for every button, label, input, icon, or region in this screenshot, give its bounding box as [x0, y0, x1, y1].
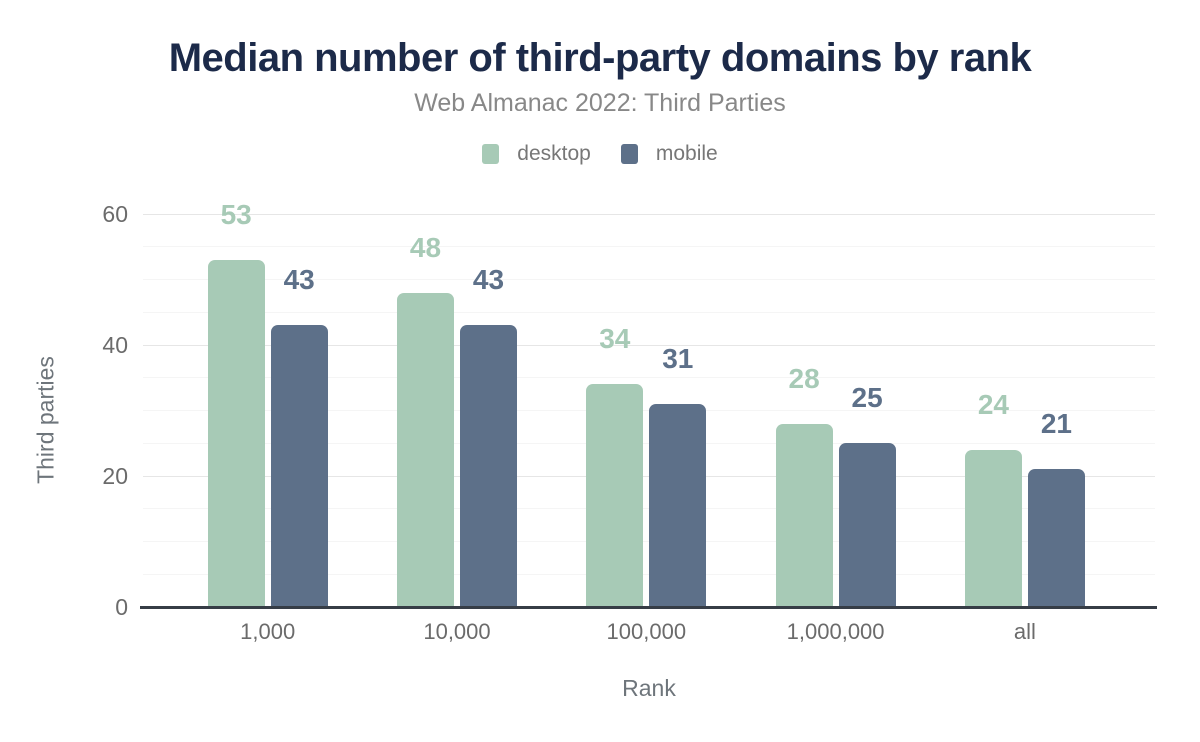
- value-label-mobile-100000: 31: [662, 342, 694, 374]
- x-tick-100000: 100,000: [606, 619, 687, 644]
- gridline-30: [143, 410, 1155, 411]
- x-axis-title: Rank: [622, 675, 676, 701]
- gridline-15: [143, 508, 1155, 510]
- chart-title: Median number of third-party domains by …: [168, 36, 1032, 80]
- bar-desktop-1000[interactable]: [207, 259, 265, 607]
- value-label-mobile-all: 21: [1040, 408, 1072, 440]
- legend-item-mobile: mobile: [620, 142, 718, 165]
- bar-desktop-1000000[interactable]: [775, 423, 833, 607]
- value-label-mobile-1000: 43: [283, 264, 315, 296]
- gridline-35: [143, 377, 1155, 379]
- legend-swatch-desktop: [482, 144, 500, 164]
- legend: desktop mobile: [0, 143, 1200, 165]
- value-label-mobile-1000000: 25: [851, 382, 883, 414]
- legend-label-mobile: mobile: [655, 142, 718, 165]
- legend-label-desktop: desktop: [517, 142, 591, 165]
- gridline-60: [143, 213, 1155, 215]
- x-axis-line: [140, 605, 1157, 609]
- bar-desktop-10000[interactable]: [397, 292, 454, 607]
- bar-mobile-all[interactable]: [1027, 469, 1085, 607]
- gridline-55: [143, 246, 1155, 248]
- x-tick-all: all: [1013, 619, 1036, 644]
- chart-subtitle: Web Almanac 2022: Third Parties: [414, 89, 786, 117]
- x-tick-1000000: 1,000,000: [786, 619, 885, 644]
- gridline-5: [143, 573, 1155, 575]
- y-tick-60: 60: [102, 201, 128, 227]
- y-tick-0: 0: [115, 594, 128, 620]
- plot-area: 53 43 48 43 34 31 28 25 24 21: [140, 182, 1157, 609]
- legend-item-desktop: desktop: [482, 143, 591, 165]
- x-tick-1000: 1,000: [240, 619, 296, 644]
- value-label-desktop-all: 24: [977, 388, 1009, 420]
- y-tick-20: 20: [102, 463, 128, 489]
- gridline-25: [143, 442, 1155, 444]
- value-label-desktop-1000000: 28: [788, 362, 820, 394]
- gridline-10: [143, 541, 1155, 542]
- gridline-40: [143, 344, 1155, 346]
- bar-desktop-100000[interactable]: [586, 384, 644, 607]
- value-label-mobile-10000: 43: [472, 264, 505, 296]
- bar-mobile-1000000[interactable]: [838, 443, 896, 607]
- gridline-45: [143, 311, 1155, 313]
- legend-swatch-mobile: [620, 144, 638, 164]
- y-tick-40: 40: [102, 332, 128, 358]
- gridline-20: [143, 475, 1155, 477]
- y-axis-title: Third parties: [32, 356, 59, 484]
- bar-mobile-10000[interactable]: [460, 325, 517, 607]
- value-label-desktop-100000: 34: [599, 323, 631, 355]
- bar-mobile-1000[interactable]: [270, 325, 328, 607]
- x-tick-10000: 10,000: [423, 619, 491, 644]
- gridline-50: [143, 279, 1155, 280]
- value-label-desktop-1000: 53: [220, 198, 252, 230]
- value-label-desktop-10000: 48: [409, 231, 442, 263]
- bar-desktop-all[interactable]: [964, 449, 1022, 607]
- bar-mobile-100000[interactable]: [649, 403, 707, 607]
